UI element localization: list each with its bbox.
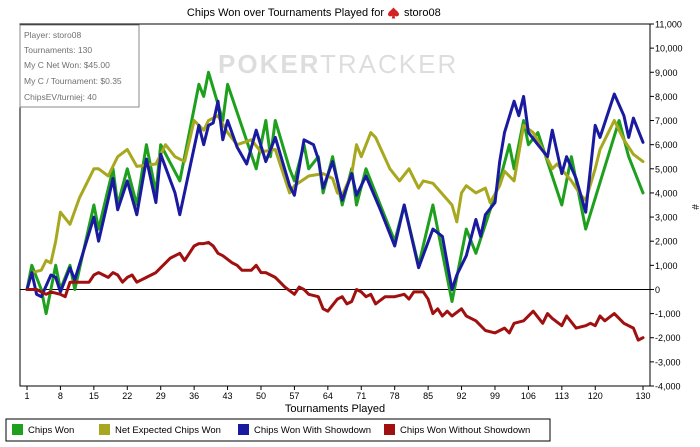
y-axis: -4,000 -3,000 -2,000 -1,000 0 1,000 2,000 3,000… — [650, 20, 683, 392]
legend-item-net-expected[interactable]: Net Expected Chips Won — [99, 424, 221, 436]
x-tick-label: 36 — [189, 391, 199, 401]
stats-player: Player: storo08 — [24, 30, 81, 40]
stats-chipsev: ChipsEV/turniej: 40 — [24, 92, 97, 102]
series-with-showdown — [25, 92, 645, 299]
x-tick-label: 99 — [490, 391, 500, 401]
stats-per-tournament: My C / Tournament: $0.35 — [24, 76, 122, 86]
legend-swatch — [238, 424, 249, 435]
x-tick-label: 113 — [555, 391, 569, 401]
y-tick-label: 11,000 — [655, 20, 682, 30]
legend: Chips Won Net Expected Chips Won Chips W… — [5, 418, 551, 442]
x-tick-label: 64 — [323, 391, 333, 401]
spade-icon — [388, 7, 399, 19]
stats-net-won: My C Net Won: $45.00 — [24, 60, 110, 70]
stats-tournaments: Tournaments: 130 — [24, 45, 92, 55]
series-chips-won — [25, 70, 645, 316]
x-axis: 1 8 15 22 29 36 43 50 57 64 71 78 85 92 99 106 113 120 130 — [24, 386, 651, 401]
legend-label: Chips Won — [28, 425, 74, 436]
x-tick-label: 120 — [588, 391, 603, 401]
y-tick-label: 7,000 — [655, 116, 678, 126]
x-axis-label: Tournaments Played — [285, 403, 385, 415]
watermark: POKER TRACKER — [218, 49, 458, 79]
legend-box — [5, 418, 551, 442]
y-tick-label: 3,000 — [655, 213, 678, 223]
y-tick-label: -4,000 — [655, 382, 681, 392]
legend-swatch — [99, 424, 110, 435]
legend-item-without-showdown[interactable]: Chips Won Without Showdown — [384, 424, 530, 436]
legend-item-with-showdown[interactable]: Chips Won With Showdown — [238, 424, 371, 436]
watermark-light: TRACKER — [320, 49, 458, 79]
y-tick-label: -2,000 — [655, 333, 681, 343]
stats-box: Player: storo08 Tournaments: 130 My C Ne… — [19, 24, 140, 108]
x-tick-label: 85 — [423, 391, 433, 401]
x-tick-label: 106 — [521, 391, 536, 401]
legend-label: Chips Won With Showdown — [254, 425, 371, 436]
x-tick-label: 78 — [390, 391, 400, 401]
y-tick-label: 2,000 — [655, 237, 678, 247]
player-name: storo08 — [404, 7, 441, 19]
x-tick-label: 57 — [289, 391, 299, 401]
x-tick-label: 15 — [89, 391, 99, 401]
y-tick-label: 6,000 — [655, 140, 678, 150]
y-tick-label: 1,000 — [655, 261, 678, 271]
x-tick-label: 29 — [156, 391, 166, 401]
legend-swatch — [12, 424, 23, 435]
legend-swatch — [384, 424, 395, 435]
chart-title: Chips Won over Tournaments Played for st… — [187, 7, 441, 19]
y-axis-label: # — [689, 204, 700, 210]
y-tick-label: 9,000 — [655, 68, 678, 78]
legend-label: Chips Won Without Showdown — [400, 425, 530, 436]
x-tick-label: 71 — [356, 391, 366, 401]
watermark-bold: POKER — [218, 49, 320, 79]
y-tick-label: 5,000 — [655, 164, 678, 174]
x-tick-label: 8 — [58, 391, 63, 401]
chart-title-text: Chips Won over Tournaments Played for — [187, 7, 384, 19]
x-tick-label: 43 — [223, 391, 233, 401]
y-tick-label: 8,000 — [655, 92, 678, 102]
x-tick-label: 22 — [122, 391, 132, 401]
y-tick-label: -1,000 — [655, 309, 681, 319]
x-tick-label: 50 — [256, 391, 266, 401]
x-tick-label: 92 — [457, 391, 467, 401]
y-tick-label: -3,000 — [655, 357, 681, 367]
x-tick-label: 130 — [635, 391, 650, 401]
series-without-showdown — [25, 240, 645, 342]
y-tick-label: 10,000 — [655, 44, 683, 54]
y-tick-label: 0 — [655, 285, 660, 295]
legend-label: Net Expected Chips Won — [115, 425, 221, 436]
y-tick-label: 4,000 — [655, 188, 678, 198]
series-lines — [25, 70, 645, 342]
legend-item-chips-won[interactable]: Chips Won — [12, 424, 74, 436]
x-tick-label: 1 — [24, 391, 29, 401]
